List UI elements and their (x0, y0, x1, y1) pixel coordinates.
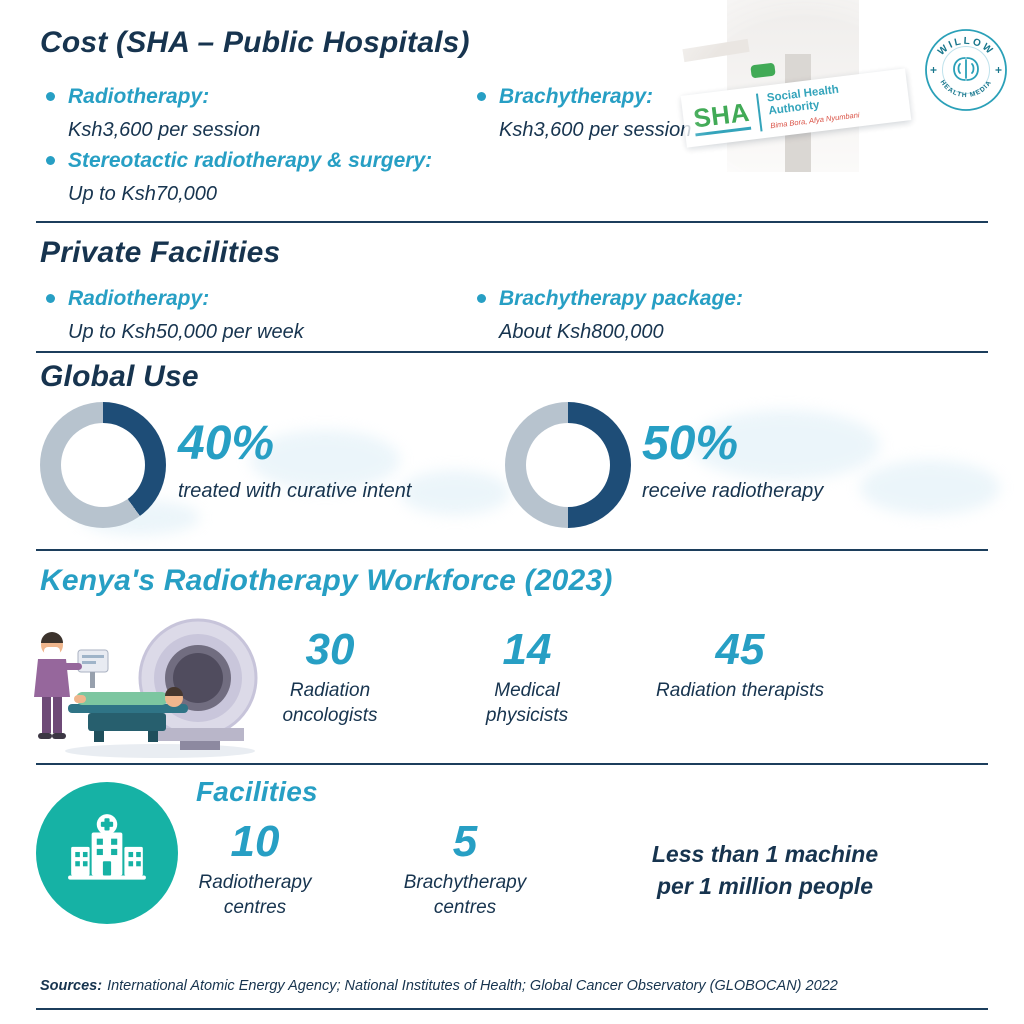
sha-sign-text: Social Health Authority Bima Bora, Afya … (756, 81, 861, 132)
bullet-dot-icon (46, 92, 55, 101)
donut-hole (526, 423, 610, 507)
workforce-stat-oncologists: 30 Radiation oncologists (245, 628, 415, 728)
workforce-title: Kenya's Radiotherapy Workforce (2023) (40, 564, 613, 597)
facilities-stat-radiotherapy-centres: 10 Radiotherapy centres (175, 820, 335, 920)
donut-percent: 50% (642, 417, 739, 470)
private-item-label: Brachytherapy package: (499, 287, 743, 310)
donut-chart-curative-intent (40, 402, 166, 528)
sha-building-photo: SHA Social Health Authority Bima Bora, A… (665, 0, 943, 218)
stat-label: Radiation oncologists (282, 680, 378, 726)
cost-item-radiotherapy: Radiotherapy: Ksh3,600 per session (44, 84, 260, 142)
donut-stat-radiotherapy: 50% receive radiotherapy (642, 420, 823, 503)
cost-section-title: Cost (SHA – Public Hospitals) (40, 26, 470, 59)
section-divider (36, 351, 988, 353)
facilities-title: Facilities (196, 776, 318, 807)
stat-number: 14 (502, 625, 552, 674)
hospital-icon (68, 814, 146, 880)
workforce-stat-therapists: 45 Radiation therapists (655, 628, 825, 704)
logo-plus-marks (930, 67, 1002, 73)
world-map-decoration (400, 470, 510, 515)
note-line: per 1 million people (657, 873, 873, 900)
radiotherapy-machine-illustration (30, 612, 260, 765)
donut-caption: receive radiotherapy (642, 480, 824, 502)
section-divider (36, 549, 988, 551)
stat-number: 30 (305, 625, 355, 674)
cost-item-value: Ksh3,600 per session (68, 119, 261, 142)
global-use-title: Global Use (40, 360, 199, 393)
donut-chart-receive-radiotherapy (505, 402, 631, 528)
section-divider (36, 221, 988, 223)
machines-per-capita-note: Less than 1 machine per 1 million people (600, 838, 930, 902)
cost-item-value: Ksh3,600 per session (499, 119, 692, 142)
brain-fingerprint-icon (953, 57, 979, 81)
stat-label: Radiation therapists (656, 680, 824, 701)
donut-stat-curative: 40% treated with curative intent (178, 420, 411, 503)
facilities-badge (36, 782, 178, 924)
private-item-value: About Ksh800,000 (499, 321, 664, 344)
private-item-radiotherapy: Radiotherapy: Up to Ksh50,000 per week (44, 286, 304, 344)
willow-logo-icon: WILLOW HEALTH MEDIA (925, 29, 1007, 111)
bullet-dot-icon (477, 92, 486, 101)
bullet-dot-icon (46, 294, 55, 303)
sources-line: Sources: International Atomic Energy Agen… (40, 978, 838, 994)
cost-item-stereotactic: Stereotactic radiotherapy & surgery: Up … (44, 148, 432, 206)
workforce-stat-physicists: 14 Medical physicists (452, 628, 602, 728)
stat-number: 45 (715, 625, 765, 674)
world-map-decoration (690, 410, 880, 480)
bottom-divider (36, 1008, 988, 1010)
cost-item-brachytherapy: Brachytherapy: Ksh3,600 per session (475, 84, 691, 142)
world-map-decoration (250, 430, 400, 490)
willow-health-media-logo: WILLOW HEALTH MEDIA (924, 28, 1008, 112)
private-item-label: Radiotherapy: (68, 287, 210, 310)
bullet-dot-icon (46, 156, 55, 165)
private-item-value: Up to Ksh50,000 per week (68, 321, 304, 344)
sources-label: Sources: (40, 978, 103, 994)
cost-item-value: Up to Ksh70,000 (68, 183, 217, 206)
facilities-stat-brachytherapy-centres: 5 Brachytherapy centres (385, 820, 545, 920)
stat-number: 10 (230, 817, 280, 866)
cost-item-label: Stereotactic radiotherapy & surgery: (68, 149, 433, 172)
section-divider (36, 763, 988, 765)
sha-wordmark: SHA (692, 97, 752, 137)
stat-number: 5 (452, 817, 478, 866)
sources-text: International Atomic Energy Agency; Nati… (107, 978, 838, 994)
cost-item-label: Brachytherapy: (499, 85, 654, 108)
stat-label: Radiotherapy centres (198, 872, 312, 918)
cost-item-label: Radiotherapy: (68, 85, 210, 108)
note-line: Less than 1 machine (651, 841, 879, 867)
stat-label: Brachytherapy centres (403, 872, 527, 918)
world-map-decoration (860, 460, 1000, 515)
donut-percent: 40% (178, 417, 275, 470)
donut-caption: treated with curative intent (178, 480, 412, 502)
stat-label: Medical physicists (485, 680, 569, 726)
mri-illustration-icon (34, 618, 258, 758)
bullet-dot-icon (477, 294, 486, 303)
private-section-title: Private Facilities (40, 236, 281, 269)
donut-hole (61, 423, 145, 507)
private-item-brachytherapy: Brachytherapy package: About Ksh800,000 (475, 286, 743, 344)
